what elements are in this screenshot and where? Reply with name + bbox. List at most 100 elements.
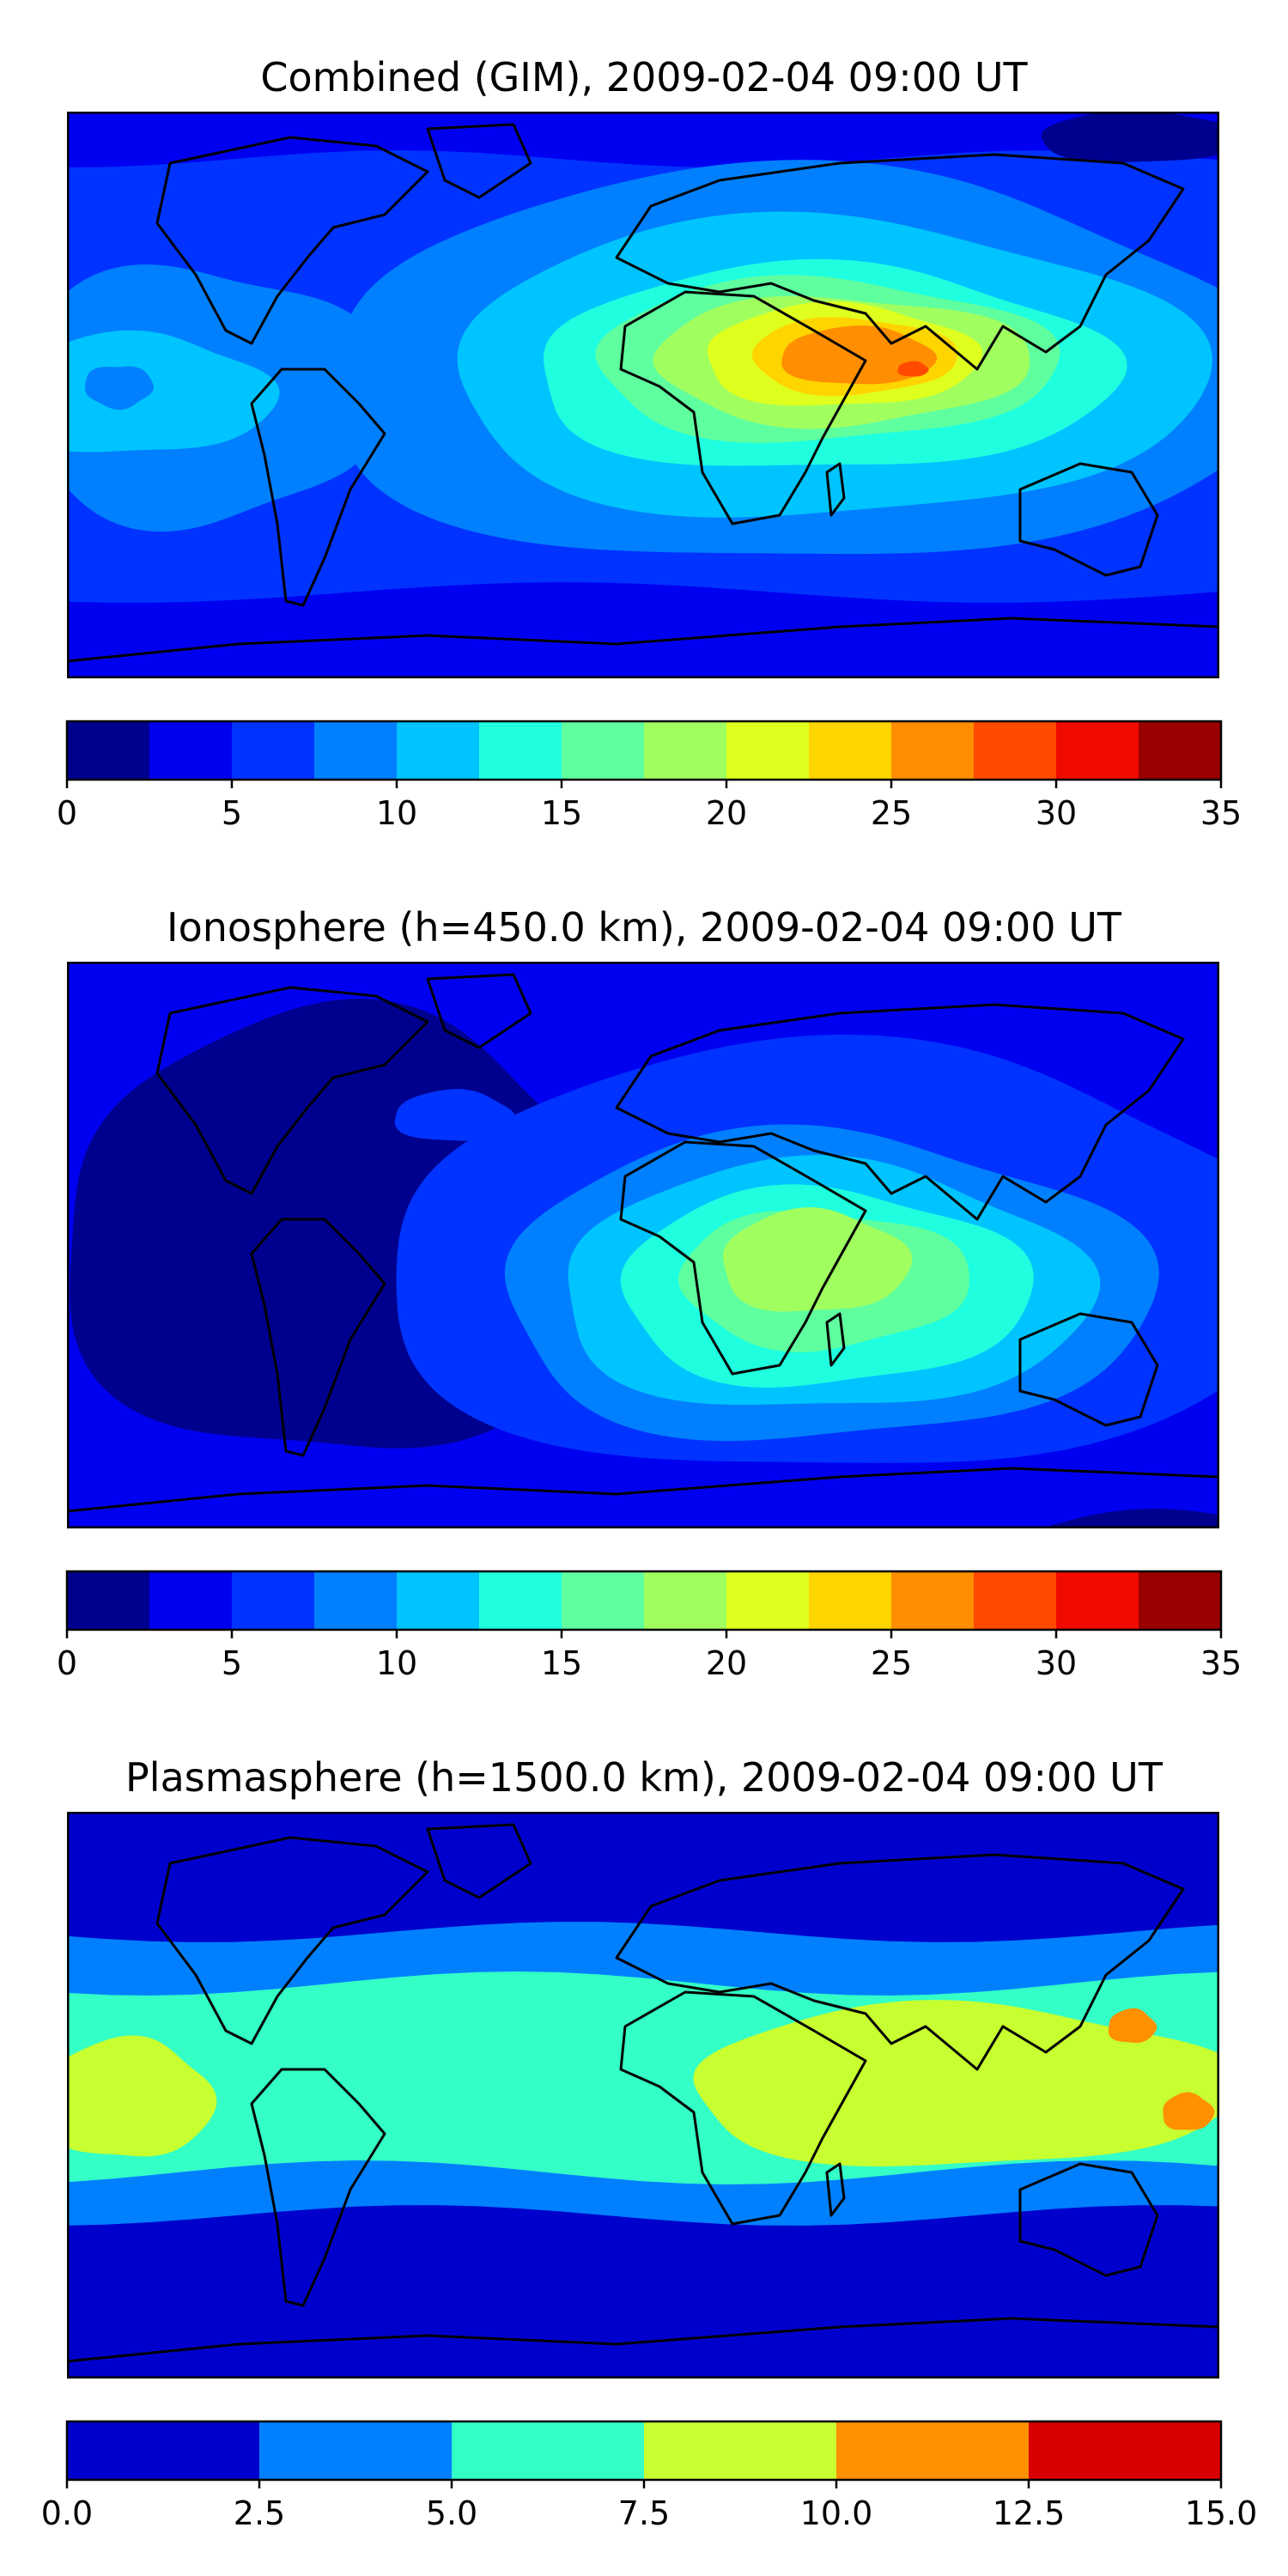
coastline-0 bbox=[155, 986, 429, 1195]
tec-contour-level-7 bbox=[67, 330, 280, 453]
tec-contours bbox=[67, 1812, 1219, 2379]
coastline-7 bbox=[67, 1467, 1219, 1528]
tec-contour-level-9 bbox=[723, 1207, 913, 1312]
colorbar-segment bbox=[644, 1571, 727, 1630]
coastline-1 bbox=[426, 123, 532, 199]
colorbar-tick-label: 15 bbox=[541, 1644, 582, 1682]
coastline-3 bbox=[615, 1853, 1185, 2071]
coastline-5 bbox=[825, 1312, 846, 1367]
colorbar-frame bbox=[65, 1570, 1223, 1631]
tec-contour-level-4 bbox=[394, 1089, 516, 1141]
colorbar-segment bbox=[644, 721, 727, 780]
colorbar-segment bbox=[479, 721, 562, 780]
coastline-4 bbox=[619, 290, 867, 526]
colorbar-segment bbox=[479, 1571, 562, 1630]
colorbar-tick-label: 10 bbox=[376, 794, 417, 832]
coastline-3 bbox=[615, 153, 1185, 371]
tec-contour-level-6 bbox=[1163, 2092, 1215, 2130]
colorbar-tick-label: 30 bbox=[1036, 794, 1077, 832]
colorbar-tick-label: 0 bbox=[57, 1644, 77, 1682]
colorbar-segment bbox=[1139, 1571, 1222, 1630]
coastlines bbox=[67, 123, 1219, 678]
colorbar-tick-label: 7.5 bbox=[618, 2494, 670, 2532]
colorbar-tick-label: 2.5 bbox=[234, 2494, 285, 2532]
colorbar-segment bbox=[67, 2421, 260, 2480]
colorbar-segment bbox=[314, 1571, 398, 1630]
colorbar-tick-label: 5 bbox=[222, 1644, 242, 1682]
colorbar-frame bbox=[65, 720, 1223, 781]
colorbar-segment bbox=[1029, 2421, 1222, 2480]
colorbar-segment bbox=[726, 721, 810, 780]
coastline-4 bbox=[619, 1990, 867, 2226]
colorbar-segment bbox=[562, 721, 645, 780]
panel-title: Ionosphere (h=450.0 km), 2009-02-04 09:0… bbox=[167, 904, 1121, 951]
coastline-5 bbox=[825, 462, 846, 517]
colorbar-segment bbox=[67, 721, 150, 780]
combined-colorbar: 0 5 10 15 20 25 30 35 bbox=[57, 720, 1242, 832]
colorbar-segment bbox=[1056, 721, 1139, 780]
coastline-1 bbox=[426, 1823, 532, 1899]
coastline-5 bbox=[825, 2162, 846, 2217]
colorbar-tick-label: 5.0 bbox=[426, 2494, 477, 2532]
colorbar-tick-label: 12.5 bbox=[993, 2494, 1066, 2532]
coastline-7 bbox=[67, 617, 1219, 678]
colorbar-segment bbox=[232, 1571, 315, 1630]
coastline-2 bbox=[250, 2068, 386, 2307]
coastline-6 bbox=[1018, 462, 1159, 577]
panel-title: Plasmasphere (h=1500.0 km), 2009-02-04 0… bbox=[125, 1754, 1163, 1801]
coastline-6 bbox=[1018, 2162, 1159, 2277]
colorbar-segment bbox=[562, 1571, 645, 1630]
colorbar-segment bbox=[149, 1571, 233, 1630]
coastline-7 bbox=[67, 2317, 1219, 2379]
colorbar-tick-label: 0.0 bbox=[41, 2494, 93, 2532]
tec-contour-level-2 bbox=[1042, 1509, 1219, 1528]
colorbar-segment bbox=[891, 721, 975, 780]
tec-contour-level-8 bbox=[84, 366, 154, 410]
colorbar-segment bbox=[1139, 721, 1222, 780]
colorbar-tick-label: 10.0 bbox=[800, 2494, 873, 2532]
tec-contour-level-3 bbox=[67, 2035, 217, 2157]
colorbar-segment bbox=[67, 1571, 150, 1630]
colorbar-segment bbox=[397, 721, 480, 780]
tec-contour-level-1 bbox=[67, 112, 1219, 167]
plasmasphere-colorbar: 0.0 2.5 5.0 7.5 10.0 12.5 15.0 bbox=[41, 2420, 1257, 2532]
colorbar-tick-label: 5 bbox=[222, 794, 242, 832]
combined-tec-map bbox=[67, 112, 1219, 678]
colorbar-segment bbox=[974, 1571, 1057, 1630]
coastline-3 bbox=[615, 1003, 1185, 1221]
coastline-1 bbox=[426, 973, 532, 1049]
colorbar-tick-label: 20 bbox=[706, 1644, 747, 1682]
colorbar-segment bbox=[259, 2421, 453, 2480]
coastline-4 bbox=[619, 1140, 867, 1376]
colorbar-tick-label: 15 bbox=[541, 794, 582, 832]
tec-contour-level-4 bbox=[693, 2000, 1219, 2167]
colorbar-tick-label: 15.0 bbox=[1185, 2494, 1258, 2532]
plasmasphere-tec-map bbox=[67, 1812, 1219, 2379]
map-frame bbox=[67, 112, 1219, 678]
tec-contour-level-15 bbox=[897, 361, 929, 377]
colorbar-tick-label: 30 bbox=[1036, 1644, 1077, 1682]
tec-contours bbox=[67, 962, 1219, 1528]
coastline-6 bbox=[1018, 1312, 1159, 1427]
colorbar-segment bbox=[809, 1571, 892, 1630]
tec-contours bbox=[67, 112, 1219, 678]
coastlines bbox=[67, 1823, 1219, 2379]
tec-contour-level-2 bbox=[67, 582, 1219, 678]
coastline-0 bbox=[155, 1836, 429, 2045]
tec-contour-level-5 bbox=[1108, 2008, 1157, 2044]
tec-contour-level-3 bbox=[1041, 112, 1219, 163]
colorbar-segment bbox=[452, 2421, 645, 2480]
colorbar-segment bbox=[974, 721, 1057, 780]
colorbar-tick-label: 0 bbox=[57, 794, 77, 832]
coastlines bbox=[67, 973, 1219, 1528]
ionosphere-colorbar: 0 5 10 15 20 25 30 35 bbox=[57, 1570, 1242, 1682]
map-frame bbox=[67, 962, 1219, 1528]
colorbar-segment bbox=[314, 721, 398, 780]
map-frame bbox=[67, 1812, 1219, 2379]
panel-title: Combined (GIM), 2009-02-04 09:00 UT bbox=[260, 54, 1028, 100]
colorbar-segment bbox=[397, 1571, 480, 1630]
colorbar-segment bbox=[726, 1571, 810, 1630]
colorbar-tick-label: 25 bbox=[871, 1644, 912, 1682]
colorbar-tick-label: 35 bbox=[1200, 794, 1242, 832]
coastline-2 bbox=[250, 368, 386, 607]
